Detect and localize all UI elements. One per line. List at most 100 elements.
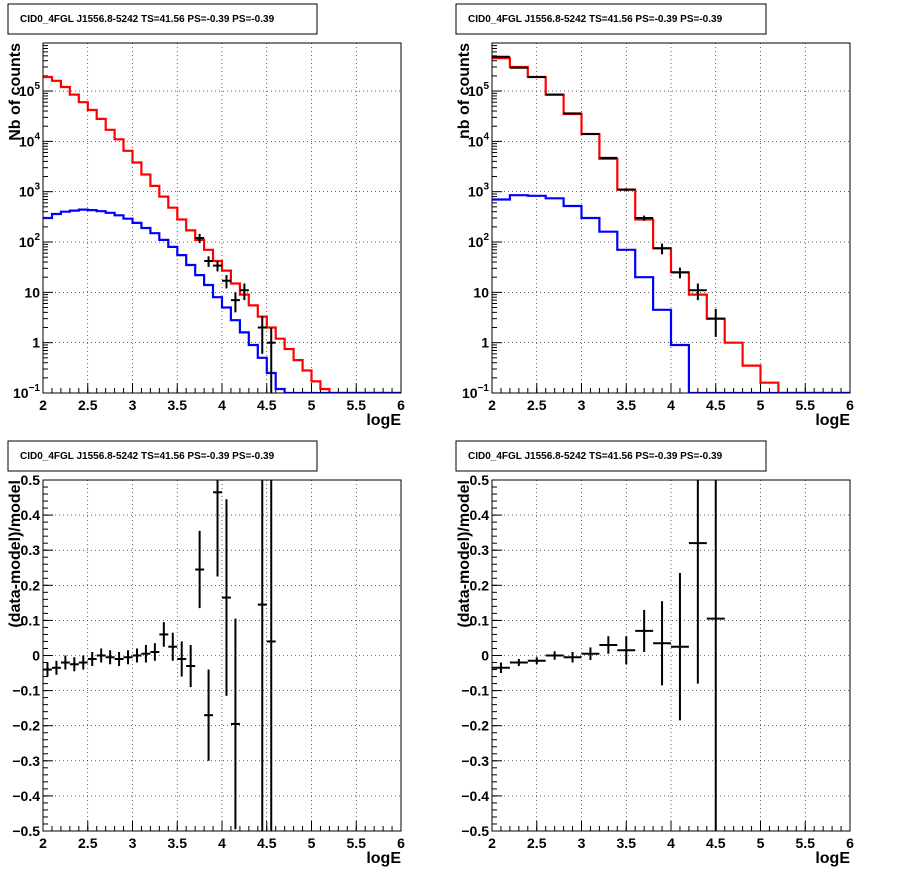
x-tick-label: 6 bbox=[846, 835, 854, 851]
data-point bbox=[105, 650, 115, 665]
x-tick-label: 5 bbox=[757, 835, 765, 851]
data-point bbox=[123, 650, 133, 665]
y-tick-exponent: −1 bbox=[29, 383, 41, 394]
data-point bbox=[51, 660, 61, 675]
plot-frame bbox=[491, 42, 851, 394]
data-point bbox=[257, 315, 267, 354]
data-point bbox=[527, 657, 546, 665]
chart-title: CID0_4FGL J1556.8-5242 TS=41.56 PS=-0.39… bbox=[468, 14, 723, 25]
data-point bbox=[222, 275, 231, 289]
data-point bbox=[688, 480, 707, 684]
x-tick-label: 4 bbox=[667, 835, 675, 851]
y-axis-label: Nb of counts bbox=[7, 43, 24, 141]
y-tick-exponent: 4 bbox=[34, 131, 40, 142]
y-tick-label: 105 bbox=[468, 81, 490, 99]
data-point bbox=[213, 260, 222, 272]
y-tick-label: 0.2 bbox=[21, 577, 41, 593]
y-tick-label: 0.1 bbox=[21, 612, 41, 628]
data-point bbox=[563, 651, 582, 663]
x-axis-label: logE bbox=[366, 412, 401, 429]
data-point bbox=[78, 655, 88, 670]
model-source-histogram bbox=[492, 194, 850, 393]
y-tick-mantissa: 10 bbox=[19, 184, 35, 200]
data-point bbox=[230, 618, 240, 830]
data-point bbox=[132, 648, 142, 663]
y-tick-label: 0.1 bbox=[470, 612, 490, 628]
y-tick-label: −0.4 bbox=[12, 788, 40, 804]
y-tick-label: −0.1 bbox=[12, 683, 40, 699]
data-point bbox=[509, 659, 528, 667]
y-tick-label: −0.3 bbox=[12, 753, 40, 769]
y-tick-mantissa: 10 bbox=[19, 234, 35, 250]
y-tick-label: 1 bbox=[32, 335, 40, 351]
x-tick-label: 4.5 bbox=[706, 835, 726, 851]
panel-residual-right: CID0_4FGL J1556.8-5242 TS=41.56 PS=-0.39… bbox=[455, 440, 854, 867]
data-point bbox=[177, 641, 187, 677]
y-tick-label: 0 bbox=[481, 648, 489, 664]
y-tick-label: −0.2 bbox=[461, 718, 489, 734]
data-point bbox=[195, 233, 205, 244]
model-source-histogram bbox=[43, 208, 401, 393]
x-tick-label: 2 bbox=[39, 397, 47, 413]
data-point bbox=[222, 499, 231, 696]
data-point bbox=[159, 622, 169, 647]
data-point bbox=[671, 573, 689, 721]
data-point bbox=[204, 669, 214, 761]
x-tick-label: 2.5 bbox=[78, 835, 98, 851]
model-total-histogram bbox=[492, 57, 850, 393]
panel-counts-left: CID0_4FGL J1556.8-5242 TS=41.56 PS=-0.39… bbox=[7, 3, 405, 429]
x-tick-label: 3.5 bbox=[168, 397, 188, 413]
y-tick-mantissa: 10 bbox=[19, 133, 35, 149]
data-point bbox=[195, 530, 205, 609]
y-tick-label: 10 bbox=[24, 284, 40, 300]
x-tick-label: 5 bbox=[308, 397, 316, 413]
y-tick-label: −0.4 bbox=[461, 788, 489, 804]
data-point bbox=[150, 643, 160, 661]
x-tick-label: 2 bbox=[488, 835, 496, 851]
y-tick-mantissa: 10 bbox=[19, 83, 35, 99]
y-tick-exponent: 5 bbox=[483, 81, 489, 92]
y-tick-label: 0.5 bbox=[470, 472, 490, 488]
x-tick-label: 2 bbox=[488, 397, 496, 413]
data-point bbox=[239, 283, 249, 301]
data-point bbox=[87, 651, 97, 667]
chart-title: CID0_4FGL J1556.8-5242 TS=41.56 PS=-0.39… bbox=[20, 14, 275, 25]
data-point bbox=[69, 657, 79, 672]
data-point bbox=[706, 308, 725, 337]
data-point bbox=[617, 636, 636, 665]
plot-frame bbox=[42, 479, 402, 832]
y-tick-label: 0.2 bbox=[470, 577, 490, 593]
x-axis-label: logE bbox=[815, 412, 850, 429]
x-tick-label: 2.5 bbox=[527, 835, 547, 851]
y-tick-label: 0.4 bbox=[470, 507, 490, 523]
data-point bbox=[599, 156, 618, 159]
x-axis-label: logE bbox=[366, 850, 401, 867]
x-tick-label: 5 bbox=[757, 397, 765, 413]
data-point bbox=[43, 662, 52, 677]
plot-frame bbox=[491, 479, 851, 832]
x-tick-label: 4 bbox=[218, 397, 226, 413]
x-tick-label: 3.5 bbox=[168, 835, 188, 851]
data-point bbox=[635, 215, 654, 221]
y-tick-exponent: 3 bbox=[34, 182, 40, 193]
x-tick-label: 5 bbox=[308, 835, 316, 851]
data-point bbox=[617, 188, 636, 192]
plot-area bbox=[492, 480, 725, 831]
data-point bbox=[581, 647, 600, 661]
data-point bbox=[257, 480, 267, 831]
data-point bbox=[168, 632, 178, 661]
data-point bbox=[599, 636, 618, 654]
y-tick-label: 102 bbox=[19, 232, 41, 250]
x-tick-label: 6 bbox=[397, 397, 405, 413]
x-tick-label: 4 bbox=[218, 835, 226, 851]
x-tick-label: 5.5 bbox=[796, 397, 816, 413]
title-box bbox=[455, 440, 767, 472]
y-tick-label: −0.5 bbox=[461, 823, 489, 839]
y-tick-label: 10−1 bbox=[13, 383, 40, 401]
y-tick-label: −0.5 bbox=[12, 823, 40, 839]
data-point bbox=[671, 267, 689, 279]
data-point bbox=[653, 601, 671, 686]
y-tick-label: 105 bbox=[19, 81, 41, 99]
y-tick-label: 1 bbox=[481, 335, 489, 351]
y-axis-label: nb of counts bbox=[456, 43, 473, 139]
